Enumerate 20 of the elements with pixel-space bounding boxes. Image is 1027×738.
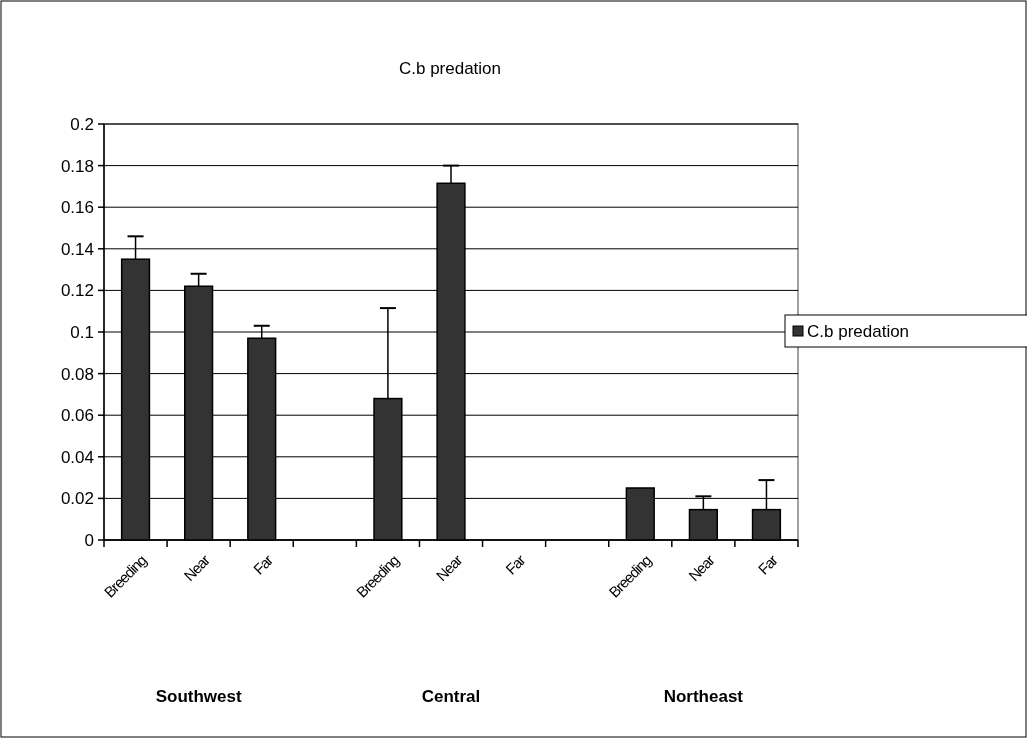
x-tick-label: Far xyxy=(502,551,529,578)
x-tick-label: Far xyxy=(754,551,781,578)
chart-title: C.b predation xyxy=(398,59,502,78)
y-tick-label: 0.02 xyxy=(60,489,94,509)
legend-label: C.b predation xyxy=(807,321,910,341)
y-tick-label: 0 xyxy=(84,530,94,550)
y-tick-label: 0.06 xyxy=(60,406,94,426)
y-tick-label: 0.04 xyxy=(60,447,94,467)
text: Northeast xyxy=(663,687,744,706)
y-tick-label: 0.1 xyxy=(70,322,94,342)
x-tick-label: Far xyxy=(249,551,277,578)
y-tick-label: 0.14 xyxy=(60,239,94,259)
y-tick-label: 0.12 xyxy=(60,281,94,301)
x-tick-label: Near xyxy=(180,551,214,584)
y-tick-label: 0.08 xyxy=(60,364,94,384)
text: Southwest xyxy=(155,687,242,706)
y-tick-label: 0.16 xyxy=(60,198,94,218)
y-tick-label: 0.2 xyxy=(70,114,94,134)
text: Central xyxy=(421,687,481,706)
y-tick-label: 0.18 xyxy=(60,156,94,176)
